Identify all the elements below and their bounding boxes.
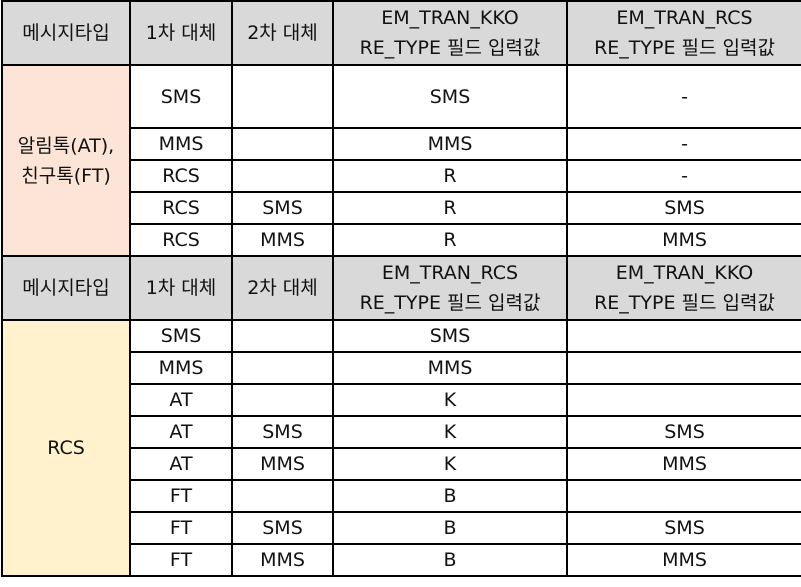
cell-rcs: - [566,64,801,129]
cell-second [231,319,334,353]
cell-kko: MMS [566,447,801,481]
table-row: AT MMS K MMS [2,447,801,481]
header-row-2: 메시지타입 1차 대체 2차 대체 EM_TRAN_RCS RE_TYPE 필드… [1,255,801,321]
cell-rcs: K [332,415,568,449]
cell-rcs: MMS [566,223,801,257]
cell-rcs: SMS [566,191,801,225]
cell-kko [566,319,801,353]
cell-rcs: - [566,127,801,161]
cell-first: FT [129,479,233,513]
header-rcs-table: EM_TRAN_RCS [616,7,753,29]
table-row: FT B [2,479,801,513]
table-row: FT SMS B SMS [2,511,801,545]
cell-first: SMS [129,319,233,353]
table-row: RCS SMS R SMS [2,191,801,225]
cell-rcs: K [332,383,568,417]
header-rcs-retype: EM_TRAN_RCS RE_TYPE 필드 입력값 [566,0,801,66]
cell-rcs: SMS [332,319,568,353]
header-second-fallback: 2차 대체 [231,0,334,66]
cell-kko: SMS [566,511,801,545]
table-row: RCS R - [2,159,801,193]
cell-second [231,64,334,129]
cell-second: SMS [231,191,334,225]
cell-kko: MMS [332,127,568,161]
cell-kko [566,479,801,513]
table-row: RCS SMS SMS [1,319,801,577]
header-first-fallback: 1차 대체 [129,255,233,321]
header-row-1: 메시지타입 1차 대체 2차 대체 EM_TRAN_KKO RE_TYPE 필드… [1,0,801,66]
cell-kko: R [332,191,568,225]
header-kko-retype: EM_TRAN_KKO RE_TYPE 필드 입력값 [332,0,568,66]
cell-second [231,479,334,513]
header-kko-field: RE_TYPE 필드 입력값 [359,37,541,59]
cell-second: MMS [231,447,334,481]
header-first-fallback: 1차 대체 [129,0,233,66]
cell-first: SMS [129,64,233,129]
cell-first: AT [129,383,233,417]
cell-kko: MMS [566,543,801,577]
table-row: MMS MMS [2,351,801,385]
header-rcs-retype: EM_TRAN_RCS RE_TYPE 필드 입력값 [332,255,568,321]
header-message-type: 메시지타입 [1,255,131,321]
cell-first: RCS [129,159,233,193]
cell-kko [566,351,801,385]
cell-second [231,159,334,193]
cell-rcs: MMS [332,351,568,385]
cell-kko [566,383,801,417]
cell-first: FT [129,543,233,577]
cell-rcs: B [332,511,568,545]
cell-second [231,127,334,161]
cell-second: SMS [231,511,334,545]
cell-kko: SMS [566,415,801,449]
header-kko-table: EM_TRAN_KKO [615,262,754,284]
category-at-ft: 알림톡(AT), 친구톡(FT) [1,64,131,257]
cell-first: FT [129,511,233,545]
category-rcs: RCS [1,319,131,577]
category-label: 친구톡(FT) [21,164,111,187]
header-rcs-field: RE_TYPE 필드 입력값 [359,292,541,314]
cell-first: AT [129,415,233,449]
cell-second: MMS [231,223,334,257]
cell-second [231,351,334,385]
cell-second [231,383,334,417]
cell-first: MMS [129,127,233,161]
table-row: FT MMS B MMS [2,543,801,577]
table-row: MMS MMS - [2,127,801,161]
cell-kko: R [332,223,568,257]
cell-first: AT [129,447,233,481]
cell-second: MMS [231,543,334,577]
table-row: AT SMS K SMS [2,415,801,449]
cell-kko: SMS [332,64,568,129]
header-kko-table: EM_TRAN_KKO [381,7,519,29]
table-row: AT K [2,383,801,417]
header-rcs-table: EM_TRAN_RCS [381,262,519,284]
cell-second: SMS [231,415,334,449]
cell-rcs: B [332,479,568,513]
cell-rcs: B [332,543,568,577]
category-label: 알림톡(AT), [17,134,115,157]
cell-kko: R [332,159,568,193]
table-row: 알림톡(AT), 친구톡(FT) SMS SMS - [1,64,801,257]
header-second-fallback: 2차 대체 [231,255,334,321]
cell-first: RCS [129,191,233,225]
table-row: RCS MMS R MMS [2,223,801,257]
cell-first: RCS [129,223,233,257]
cell-rcs: - [566,159,801,193]
cell-rcs: K [332,447,568,481]
header-kko-field: RE_TYPE 필드 입력값 [594,292,775,314]
header-kko-retype: EM_TRAN_KKO RE_TYPE 필드 입력값 [566,255,801,321]
header-message-type: 메시지타입 [1,0,131,66]
header-rcs-field: RE_TYPE 필드 입력값 [594,37,775,59]
cell-first: MMS [129,351,233,385]
